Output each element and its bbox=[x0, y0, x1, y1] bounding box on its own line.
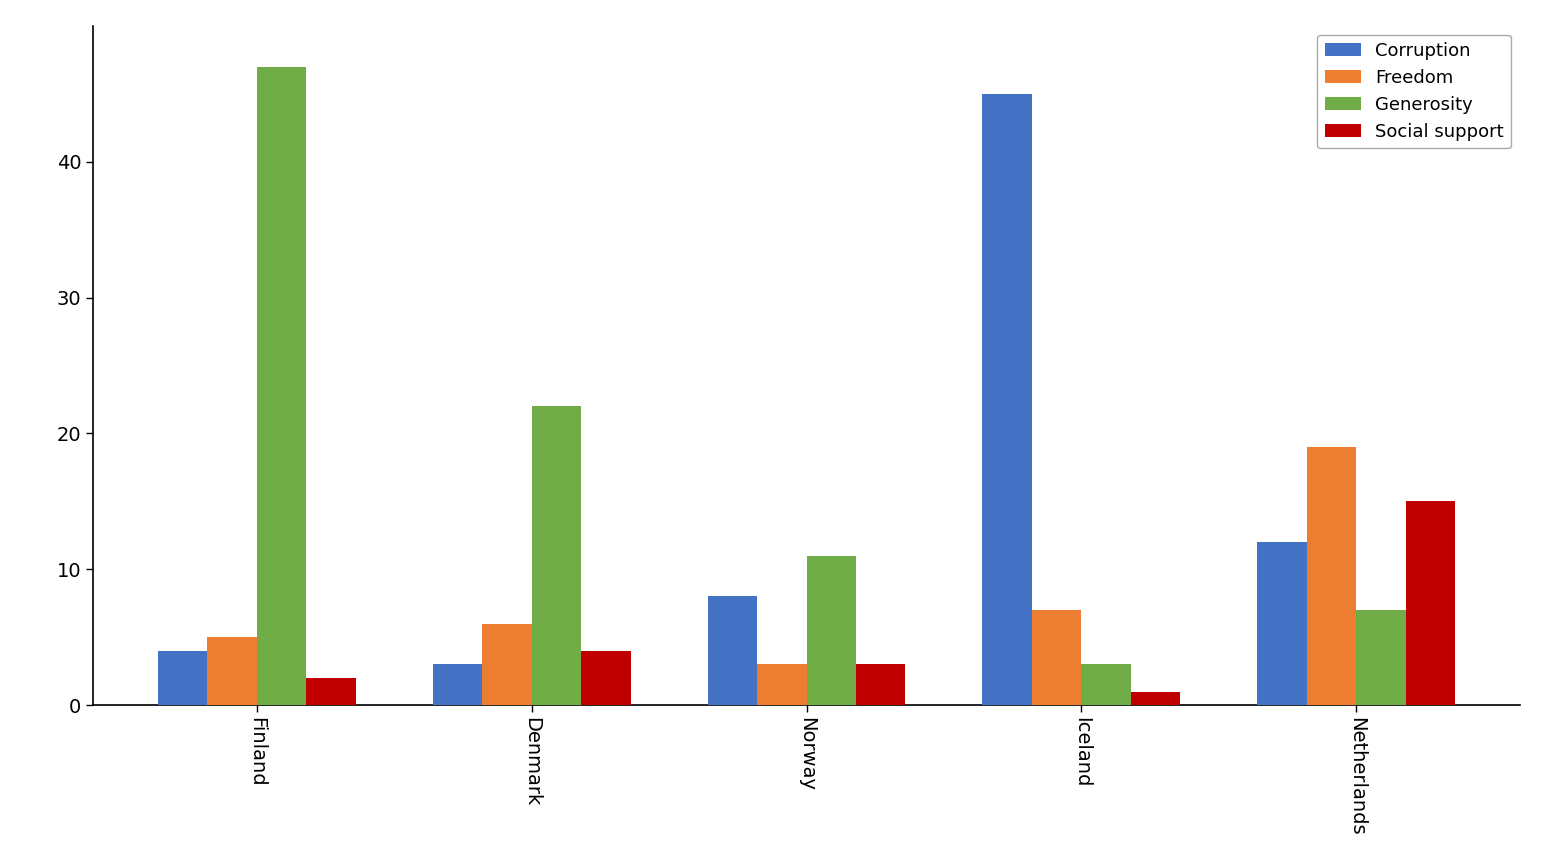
Legend: Corruption, Freedom, Generosity, Social support: Corruption, Freedom, Generosity, Social … bbox=[1317, 34, 1511, 149]
Bar bbox=[982, 94, 1031, 705]
Bar bbox=[1131, 691, 1180, 705]
Bar bbox=[856, 665, 906, 705]
Bar bbox=[1258, 542, 1306, 705]
Bar bbox=[257, 66, 307, 705]
Bar bbox=[707, 597, 757, 705]
Bar bbox=[757, 665, 807, 705]
Bar bbox=[1356, 610, 1405, 705]
Bar bbox=[158, 651, 208, 705]
Bar bbox=[807, 556, 856, 705]
Bar bbox=[532, 406, 582, 705]
Bar bbox=[1405, 501, 1455, 705]
Bar bbox=[1306, 447, 1356, 705]
Bar bbox=[1081, 665, 1131, 705]
Bar bbox=[1031, 610, 1081, 705]
Bar bbox=[582, 651, 631, 705]
Bar bbox=[482, 624, 532, 705]
Bar bbox=[307, 678, 355, 705]
Bar bbox=[208, 637, 257, 705]
Bar bbox=[433, 665, 482, 705]
